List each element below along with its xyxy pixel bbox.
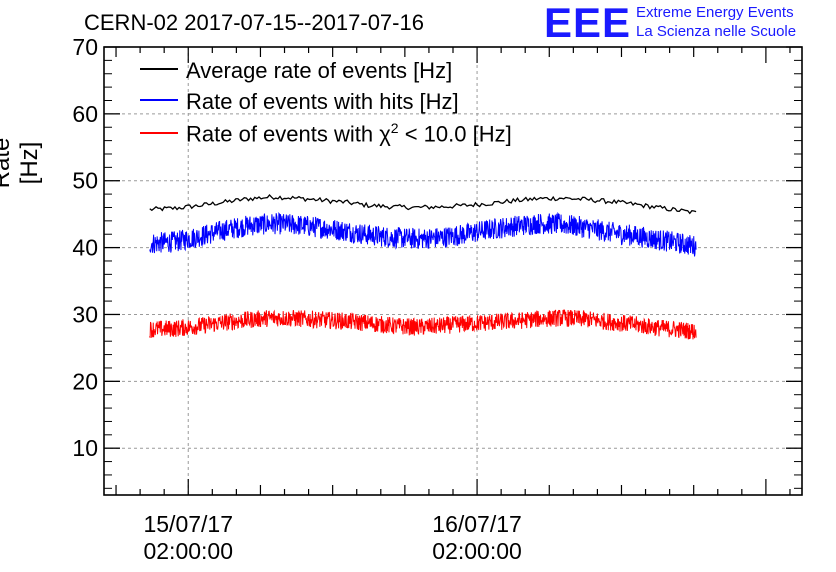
y-tick-label-50: 50 [72, 168, 98, 194]
x-tick-label-time-0: 02:00:00 [143, 538, 233, 564]
y-tick-label-70: 70 [72, 34, 98, 60]
chart-title: CERN-02 2017-07-15--2017-07-16 [84, 10, 424, 35]
y-tick-label-30: 30 [72, 301, 98, 327]
x-tick-label-date-0: 15/07/17 [143, 511, 233, 537]
y-axis-label: Rate [Hz] [0, 137, 43, 189]
legend-entry-hits: Rate of events with hits [Hz] [140, 89, 459, 115]
legend-label-chi2-prefix: Rate of events with [186, 121, 380, 147]
legend-swatch-average [140, 68, 178, 71]
x-tick-label-date-1: 16/07/17 [432, 511, 522, 537]
y-tick-label-60: 60 [72, 101, 98, 127]
legend-label-chi2-symbol: χ [379, 121, 391, 147]
eee-logo: EEE [544, 0, 632, 46]
legend-label-average: Average rate of events [Hz] [186, 58, 453, 83]
legend-swatch-chi2 [140, 131, 178, 134]
legend-swatch-hits [140, 99, 178, 102]
legend-entry-chi2: Rate of events with χ2 < 10.0 [Hz] [140, 120, 512, 147]
y-tick-label-10: 10 [72, 435, 98, 461]
logo-caption-line2: La Scienza nelle Scuole [636, 23, 797, 40]
series-line-2 [149, 309, 697, 340]
logo-caption-line1: Extreme Energy Events [636, 4, 794, 21]
series-line-1 [149, 211, 697, 257]
axis-ticks: 1020304050607015/07/1702:00:0016/07/1702… [72, 34, 802, 564]
series-line-0 [149, 193, 697, 215]
logo-caption: Extreme Energy Events La Scienza nelle S… [636, 3, 796, 41]
legend-label-chi2-power: 2 [390, 120, 399, 136]
y-tick-label-20: 20 [72, 368, 98, 394]
legend-label-chi2-suffix: < 10.0 [Hz] [398, 121, 512, 147]
y-tick-label-40: 40 [72, 235, 98, 261]
legend-entry-average: Average rate of events [Hz] [140, 58, 452, 84]
series-layer [149, 193, 697, 340]
x-tick-label-time-1: 02:00:00 [432, 538, 522, 564]
legend-label-hits: Rate of events with hits [Hz] [186, 89, 459, 114]
